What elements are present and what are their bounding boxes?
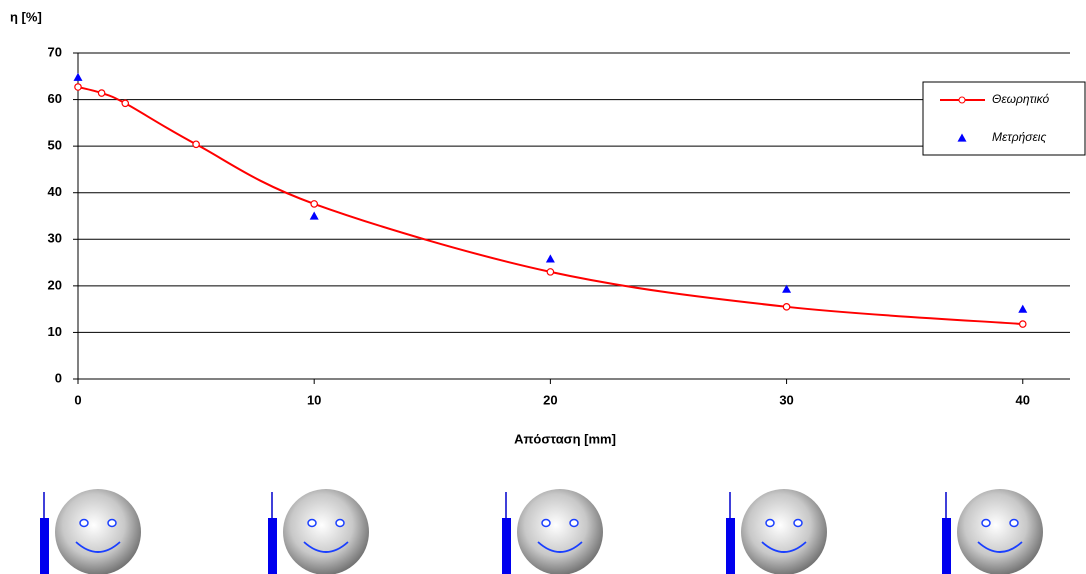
y-axis-label: η [%] <box>10 9 42 24</box>
data-point <box>74 73 83 81</box>
data-point <box>1018 305 1027 313</box>
face-icon <box>268 489 369 574</box>
face-icon <box>502 489 603 574</box>
data-point <box>547 269 553 275</box>
y-tick-label: 30 <box>48 231 62 246</box>
chart: η [%] Απόσταση [mm] 0 10 20 30 40 50 60 70 0 10 20… <box>0 0 1086 574</box>
data-point <box>75 84 81 90</box>
data-point <box>783 304 789 310</box>
data-point <box>193 141 199 147</box>
data-point <box>310 212 319 220</box>
y-tick-label: 70 <box>48 44 62 59</box>
data-point <box>122 100 128 106</box>
y-tick-label: 50 <box>48 138 62 153</box>
y-tick-label: 60 <box>48 91 62 106</box>
data-point <box>1020 321 1026 327</box>
x-tick-label: 10 <box>307 392 321 407</box>
series-line <box>78 87 1023 324</box>
face-icon <box>726 489 827 574</box>
face-icon <box>942 489 1043 574</box>
x-tick-label: 30 <box>779 392 793 407</box>
x-axis-label: Απόσταση [mm] <box>514 431 616 446</box>
legend-marker <box>959 97 965 103</box>
legend-label: Μετρήσεις <box>992 130 1046 144</box>
x-tick-label: 40 <box>1016 392 1030 407</box>
x-tick-label: 20 <box>543 392 557 407</box>
face-icon <box>40 489 141 574</box>
x-tick-label: 0 <box>74 392 81 407</box>
y-tick-label: 10 <box>48 324 62 339</box>
data-point <box>546 254 555 262</box>
data-point <box>311 201 317 207</box>
y-tick-label: 0 <box>55 370 62 385</box>
y-tick-label: 40 <box>48 184 62 199</box>
legend-label: Θεωρητικό <box>992 92 1049 106</box>
page: {"chart_data": {"type": "line", "y_label… <box>0 0 1086 574</box>
y-tick-label: 20 <box>48 277 62 292</box>
data-point <box>98 90 104 96</box>
